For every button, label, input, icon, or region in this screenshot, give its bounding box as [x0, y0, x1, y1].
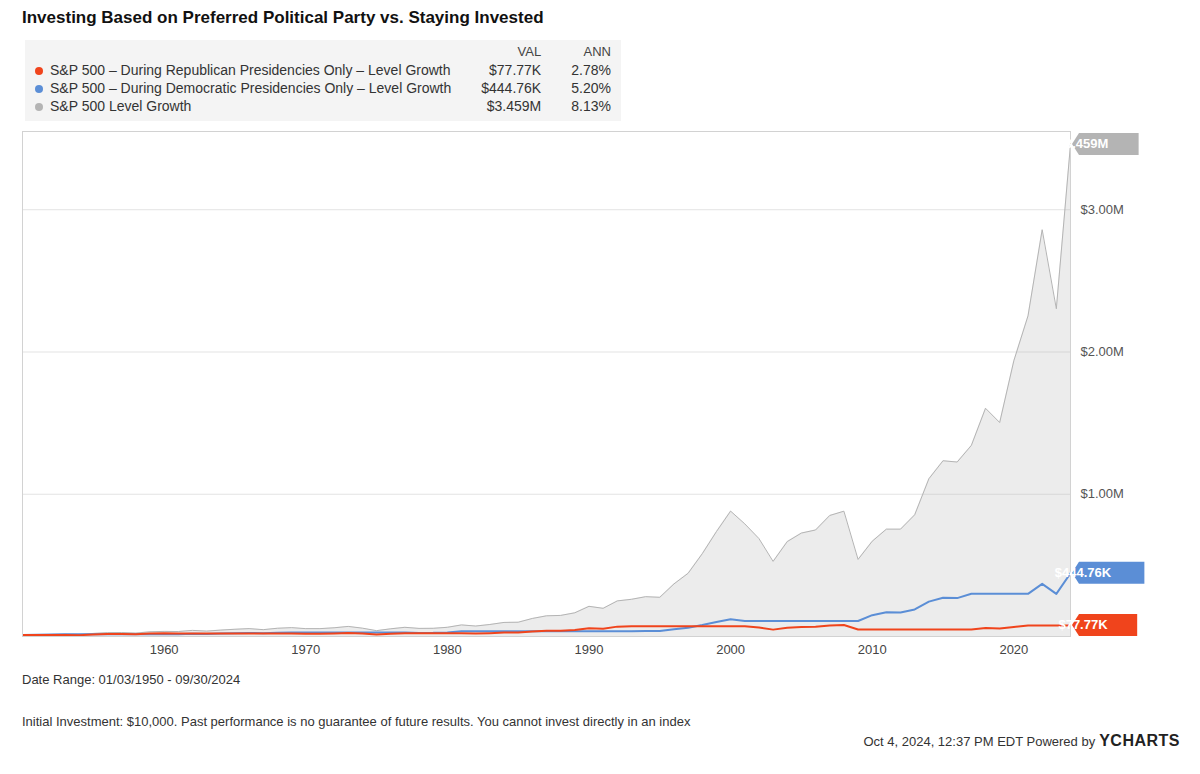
html-text:Initial Investment: $10,000. P: Initial Investment: $10,000. Past perfor…	[22, 714, 691, 729]
html-text:2.78%: 2.78%	[571, 62, 611, 78]
html-text:5.20%: 5.20%	[571, 80, 611, 96]
svg-text:$444.76K: $444.76K	[1055, 565, 1112, 580]
svg-text:2010: 2010	[858, 642, 887, 657]
html-text:S&P 500 – During Republican Pr: S&P 500 – During Republican Presidencies…	[50, 62, 451, 78]
html-text:S&P 500 – During Democratic Pr: S&P 500 – During Democratic Presidencies…	[50, 80, 452, 96]
svg-text:2020: 2020	[999, 642, 1028, 657]
html-text:8.13%: 8.13%	[571, 98, 611, 114]
html-text:Investing Based on Preferred P: Investing Based on Preferred Political P…	[22, 8, 544, 27]
svg-text:$3.459M: $3.459M	[1058, 136, 1109, 151]
html-text:Date Range: 01/03/1950 - 09/30: Date Range: 01/03/1950 - 09/30/2024	[22, 672, 241, 687]
svg-text:$3.00M: $3.00M	[1081, 202, 1124, 217]
html-text:VAL: VAL	[517, 44, 542, 59]
svg-text:1960: 1960	[150, 642, 179, 657]
svg-text:1980: 1980	[433, 642, 462, 657]
html-text:$444.76K: $444.76K	[481, 80, 542, 96]
html-text:ANN: ANN	[583, 44, 611, 59]
html-text:$77.77K: $77.77K	[489, 62, 542, 78]
svg-text:$1.00M: $1.00M	[1081, 486, 1124, 501]
svg-text:1990: 1990	[575, 642, 604, 657]
html-text:Oct 4, 2024, 12:37 PM EDT Powe: Oct 4, 2024, 12:37 PM EDT Powered by YCH…	[863, 732, 1180, 749]
svg-text:$2.00M: $2.00M	[1081, 344, 1124, 359]
html-text:$3.459M: $3.459M	[486, 98, 542, 114]
svg-text:1970: 1970	[291, 642, 320, 657]
svg-text:$77.77K: $77.77K	[1058, 617, 1108, 632]
html-text:S&P 500 Level Growth: S&P 500 Level Growth	[50, 98, 192, 114]
svg-text:2000: 2000	[716, 642, 745, 657]
